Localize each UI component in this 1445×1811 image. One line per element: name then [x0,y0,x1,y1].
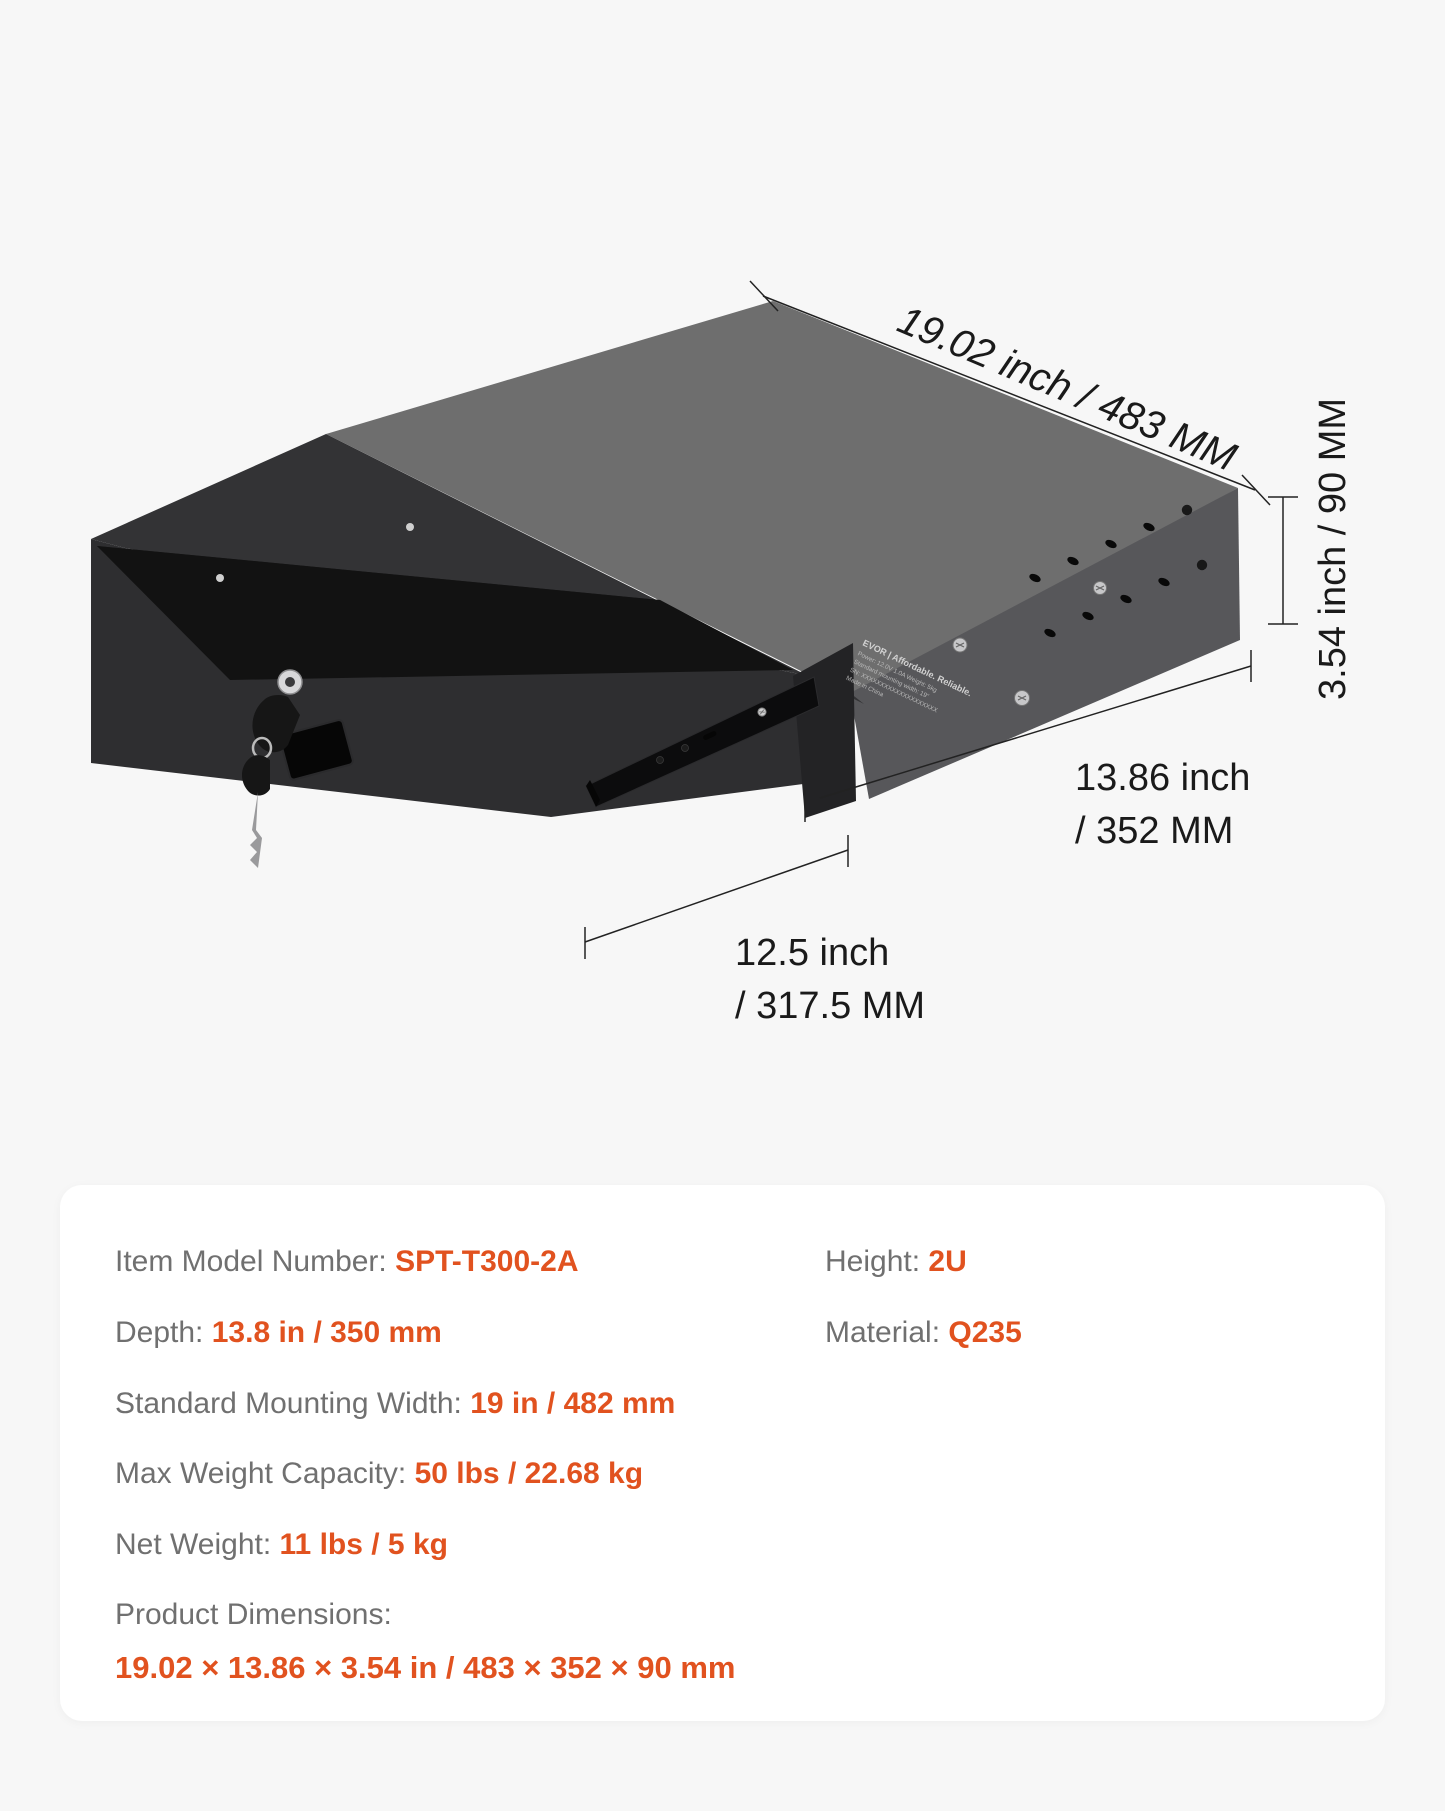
svg-text:12.5 inch: 12.5 inch [735,932,889,974]
svg-text:3.54 inch / 90 MM: 3.54 inch / 90 MM [1312,398,1354,700]
svg-text:/ 317.5 MM: / 317.5 MM [735,985,925,1027]
svg-text:/ 352 MM: / 352 MM [1075,810,1233,852]
svg-text:13.86 inch: 13.86 inch [1075,757,1250,799]
